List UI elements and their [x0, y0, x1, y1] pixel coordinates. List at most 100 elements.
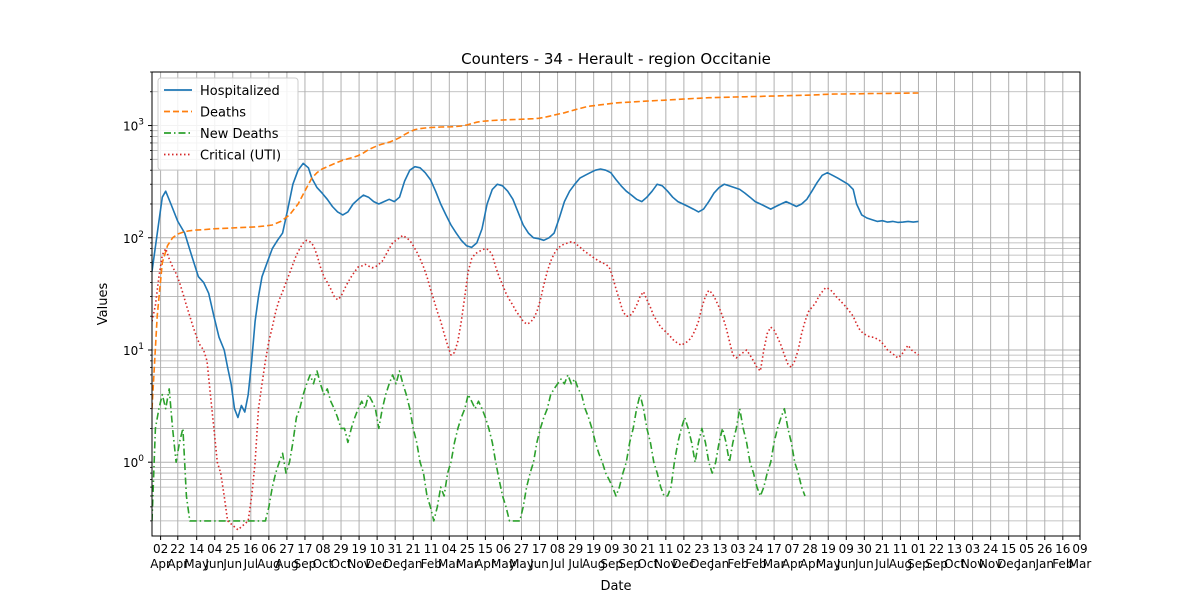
x-tick-month-label: Feb: [421, 557, 442, 571]
x-tick-month-label: May: [491, 557, 516, 571]
x-tick-day-label: 29: [568, 542, 583, 556]
x-tick-day-label: 14: [189, 542, 204, 556]
x-tick-month-label: Apr: [150, 557, 171, 571]
x-tick-day-label: 07: [785, 542, 800, 556]
x-tick-month-label: Mar: [763, 557, 786, 571]
x-tick-day-label: 16: [243, 542, 258, 556]
x-tick-month-label: Mar: [456, 557, 479, 571]
x-axis-label: Date: [600, 579, 631, 594]
x-tick-month-label: Aug: [889, 557, 912, 571]
x-tick-day-label: 08: [315, 542, 330, 556]
legend-box: [157, 77, 299, 171]
x-tick-month-label: Aug: [257, 557, 280, 571]
x-tick-month-label: Jul: [549, 557, 564, 571]
x-tick-day-label: 19: [351, 542, 366, 556]
x-tick-month-label: Dec: [366, 557, 389, 571]
x-tick-day-label: 01: [911, 542, 926, 556]
x-tick-month-label: May: [816, 557, 841, 571]
x-tick-day-label: 21: [875, 542, 890, 556]
x-tick-month-label: Apr: [782, 557, 803, 571]
x-tick-day-label: 09: [1072, 542, 1087, 556]
x-tick-month-label: Nov: [961, 557, 984, 571]
x-tick-day-label: 31: [388, 542, 403, 556]
x-tick-day-label: 06: [496, 542, 511, 556]
x-tick-day-label: 15: [1001, 542, 1016, 556]
x-tick-day-label: 22: [170, 542, 185, 556]
y-tick-label: 102: [123, 230, 144, 246]
x-tick-day-label: 09: [839, 542, 854, 556]
y-axis-label: Values: [96, 283, 111, 326]
x-tick-day-label: 03: [965, 542, 980, 556]
x-tick-day-label: 21: [640, 542, 655, 556]
x-tick-month-label: Jun: [854, 557, 874, 571]
x-tick-day-label: 13: [947, 542, 962, 556]
x-tick-day-label: 19: [821, 542, 836, 556]
x-tick-month-label: Sep: [907, 557, 930, 571]
x-tick-month-label: Mar: [438, 557, 461, 571]
x-tick-month-label: Jul: [567, 557, 582, 571]
x-tick-day-label: 04: [442, 542, 457, 556]
x-tick-day-label: 11: [893, 542, 908, 556]
x-tick-month-label: Nov: [654, 557, 677, 571]
y-tick-label: 101: [123, 342, 144, 358]
x-tick-day-label: 02: [676, 542, 691, 556]
x-tick-day-label: 25: [225, 542, 240, 556]
x-tick-day-label: 19: [586, 542, 601, 556]
x-tick-day-label: 28: [803, 542, 818, 556]
x-tick-month-label: May: [509, 557, 534, 571]
x-tick-day-label: 27: [514, 542, 529, 556]
x-tick-day-label: 17: [297, 542, 312, 556]
x-tick-month-label: Dec: [690, 557, 713, 571]
x-tick-month-label: Feb: [745, 557, 766, 571]
x-tick-month-label: Oct: [331, 557, 352, 571]
x-tick-month-label: Feb: [1052, 557, 1073, 571]
legend: Hospitalized Deaths New Deaths Critical (UT…: [157, 77, 299, 171]
x-tick-month-label: Jan: [1016, 557, 1036, 571]
x-tick-month-label: Jun: [204, 557, 224, 571]
x-tick-month-label: Apr: [475, 557, 496, 571]
x-tick-month-label: Jun: [836, 557, 856, 571]
series-line-deaths: [152, 92, 919, 409]
x-tick-day-label: 22: [929, 542, 944, 556]
plot-frame: [151, 71, 1081, 537]
x-tick-day-label: 30: [622, 542, 637, 556]
series-line-hospitalized: [152, 162, 919, 419]
x-tick-month-label: Oct: [313, 557, 334, 571]
chart-title: Counters - 34 - Herault - region Occitan…: [461, 50, 771, 68]
x-tick-month-label: Oct: [637, 557, 658, 571]
x-tick-month-label: Nov: [347, 557, 370, 571]
x-tick-month-label: Jun: [222, 557, 242, 571]
x-tick-month-label: Aug: [275, 557, 298, 571]
x-tick-month-label: Feb: [727, 557, 748, 571]
x-tick-day-label: 25: [460, 542, 475, 556]
x-tick-day-label: 24: [748, 542, 763, 556]
x-tick-month-label: Apr: [800, 557, 821, 571]
x-tick-month-label: Aug: [582, 557, 605, 571]
x-tick-day-label: 29: [333, 542, 348, 556]
x-tick-month-label: Sep: [294, 557, 317, 571]
x-tick-month-label: Oct: [944, 557, 965, 571]
y-tick-label: 100: [123, 454, 144, 470]
x-tick-month-label: Sep: [618, 557, 641, 571]
y-tick-label: 103: [123, 118, 144, 134]
x-tick-day-label: 05: [1019, 542, 1034, 556]
x-tick-month-label: Dec: [672, 557, 695, 571]
x-tick-day-label: 15: [478, 542, 493, 556]
x-tick-month-label: Sep: [600, 557, 623, 571]
x-tick-month-label: Sep: [925, 557, 948, 571]
x-tick-day-label: 10: [369, 542, 384, 556]
x-tick-day-label: 06: [261, 542, 276, 556]
x-tick-day-label: 04: [207, 542, 222, 556]
x-tick-day-label: 13: [712, 542, 727, 556]
x-tick-month-label: Jan: [710, 557, 730, 571]
series-line-critical-uti: [152, 234, 919, 531]
series-line-new-deaths: [152, 370, 806, 522]
x-tick-month-label: Jun: [529, 557, 549, 571]
x-tick-month-label: Dec: [997, 557, 1020, 571]
x-tick-month-label: Jan: [403, 557, 423, 571]
x-tick-day-label: 11: [424, 542, 439, 556]
x-tick-month-label: Jan: [1035, 557, 1055, 571]
x-tick-month-label: Apr: [167, 557, 188, 571]
x-tick-day-label: 09: [604, 542, 619, 556]
